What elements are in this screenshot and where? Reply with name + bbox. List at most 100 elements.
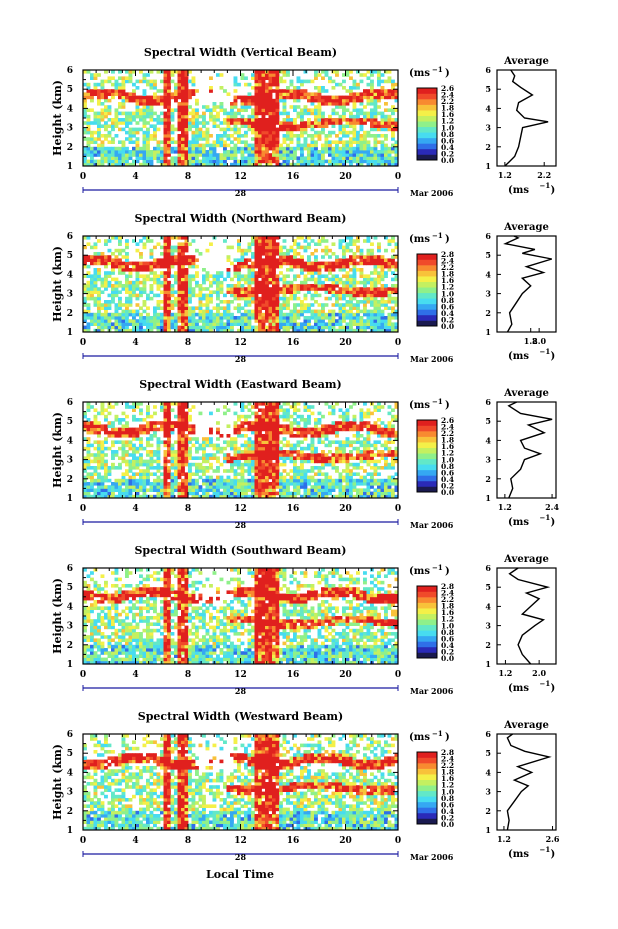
heatmap-cell: [219, 482, 224, 486]
heatmap-cell: [97, 258, 101, 262]
heatmap-cell: [377, 258, 381, 262]
heatmap-cell: [202, 118, 206, 122]
heatmap-cell: [100, 494, 105, 499]
heatmap-cell: [114, 293, 119, 298]
heatmap-cell: [349, 261, 353, 266]
heatmap-cell: [149, 79, 154, 84]
heatmap-cell: [359, 121, 364, 125]
heatmap-cell: [181, 434, 185, 438]
heatmap-cell: [237, 146, 241, 151]
colorbar-swatch: [417, 88, 437, 94]
heatmap-cell: [394, 89, 399, 93]
heatmap-cell: [258, 309, 262, 314]
heatmap-cell: [223, 121, 227, 125]
heatmap-cell: [107, 89, 112, 93]
heatmap-cell: [254, 98, 259, 103]
heatmap-cell: [209, 456, 213, 460]
heatmap-cell: [363, 156, 367, 160]
heatmap-cell: [335, 290, 339, 294]
heatmap-cell: [156, 437, 161, 441]
heatmap-cell: [303, 287, 308, 291]
heatmap-cell: [188, 306, 192, 310]
heatmap-cell: [223, 143, 227, 148]
heatmap-cell: [156, 316, 161, 320]
heatmap-cell: [289, 95, 294, 100]
heatmap-cell: [342, 102, 346, 106]
heatmap-cell: [132, 319, 136, 323]
heatmap-cell: [100, 316, 105, 320]
heatmap-cell: [181, 443, 185, 448]
heatmap-cell: [209, 290, 213, 294]
heatmap-cell: [258, 111, 262, 116]
heatmap-cell: [314, 261, 318, 266]
heatmap-cell: [258, 459, 262, 464]
heatmap-cell: [244, 440, 248, 444]
heatmap-cell: [195, 446, 199, 451]
heatmap-cell: [352, 79, 357, 84]
heatmap-cell: [156, 300, 161, 304]
heatmap-cell: [377, 316, 381, 320]
heatmap-cell: [268, 143, 273, 148]
heatmap-cell: [195, 108, 199, 112]
heatmap-cell: [363, 274, 367, 278]
heatmap-cell: [135, 261, 140, 266]
heatmap-cell: [111, 162, 115, 167]
heatmap-cell: [349, 258, 353, 262]
heatmap-cell: [198, 159, 203, 164]
heatmap-cell: [272, 252, 276, 256]
heatmap-cell: [335, 258, 339, 262]
heatmap-cell: [111, 316, 115, 320]
heatmap-cell: [135, 437, 140, 441]
heatmap-cell: [104, 108, 108, 112]
heatmap-cell: [342, 146, 346, 151]
heatmap-cell: [230, 162, 234, 167]
heatmap-cell: [282, 140, 287, 144]
heatmap-cell: [233, 111, 238, 116]
heatmap-cell: [377, 255, 381, 259]
heatmap-cell: [254, 271, 259, 275]
heatmap-cell: [191, 261, 196, 266]
heatmap-cell: [237, 290, 241, 294]
heatmap-cell: [142, 121, 147, 125]
heatmap-cell: [128, 98, 133, 103]
heatmap-cell: [356, 156, 360, 160]
heatmap-cell: [261, 121, 266, 125]
heatmap-cell: [153, 434, 157, 438]
heatmap-cell: [254, 252, 259, 256]
heatmap-cell: [156, 114, 161, 119]
heatmap-cell: [104, 466, 108, 470]
heatmap-cell: [377, 121, 381, 125]
heatmap-cell: [261, 312, 266, 317]
heatmap-cell: [258, 453, 262, 457]
heatmap-cell: [303, 328, 308, 333]
heatmap-cell: [188, 296, 192, 301]
heatmap-cell: [296, 159, 301, 164]
heatmap-cell: [265, 159, 269, 164]
heatmap-cell: [195, 312, 199, 317]
heatmap-cell: [93, 114, 98, 119]
heatmap-cell: [90, 95, 94, 100]
heatmap-cell: [394, 162, 399, 167]
heatmap-cell: [205, 274, 210, 278]
heatmap-cell: [258, 248, 262, 253]
heatmap-cell: [202, 274, 206, 278]
heatmap-cell: [377, 322, 381, 326]
heatmap-cell: [188, 427, 192, 432]
heatmap-cell: [342, 150, 346, 154]
heatmap-cell: [377, 127, 381, 132]
heatmap-cell: [352, 303, 357, 307]
heatmap-cell: [331, 121, 336, 125]
heatmap-cell: [132, 322, 136, 326]
heatmap-cell: [202, 450, 206, 454]
heatmap-cell: [387, 300, 392, 304]
heatmap-cell: [370, 121, 374, 125]
heatmap-cell: [391, 290, 395, 294]
heatmap-cell: [114, 156, 119, 160]
heatmap-cell: [345, 325, 350, 330]
heatmap-cell: [93, 430, 98, 435]
heatmap-cell: [205, 443, 210, 448]
heatmap-cell: [254, 319, 259, 323]
heatmap-cell: [307, 92, 311, 96]
heatmap-cell: [342, 162, 346, 167]
heatmap-cell: [226, 118, 231, 122]
